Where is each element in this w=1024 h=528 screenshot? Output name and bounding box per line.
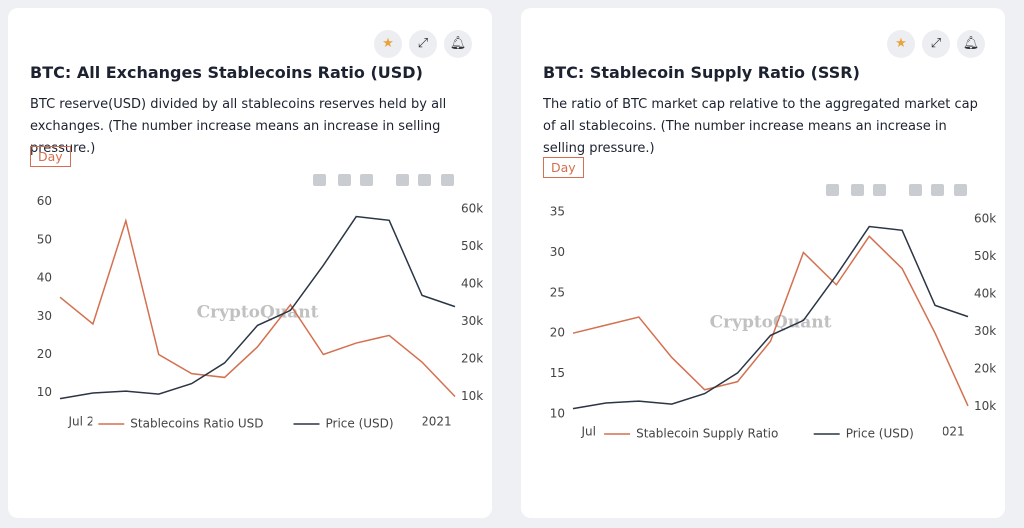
modebar-icon [931, 184, 944, 196]
y2-tick-label: 60k [974, 212, 996, 226]
y2-tick-label: 50k [461, 239, 483, 253]
series-line [572, 225, 969, 410]
card-icons: ★ ⤢ 🔔︎ [367, 30, 472, 58]
y-tick-label: 60 [37, 194, 52, 208]
favorite[interactable]: ★ [887, 30, 915, 58]
legend-bg [92, 413, 423, 433]
modebar-icon [954, 184, 967, 196]
legend: Stablecoins Ratio USD Price (USD) [92, 413, 423, 433]
y2-tick-label: 60k [461, 202, 483, 216]
modebar-icon [360, 174, 373, 186]
alert[interactable]: 🔔︎ [444, 30, 472, 58]
alert[interactable]: 🔔︎ [957, 30, 985, 58]
favorite[interactable]: ★ [374, 30, 402, 58]
y-tick-label: 20 [550, 326, 565, 340]
legend-label: Stablecoins Ratio USD [130, 417, 263, 431]
expand[interactable]: ⤢ [922, 30, 950, 58]
y-tick-label: 30 [37, 309, 52, 323]
watermark: CryptoQuant [710, 313, 832, 333]
modebar-icon [909, 184, 922, 196]
expand[interactable]: ⤢ [409, 30, 437, 58]
modebar-icon [313, 174, 326, 186]
y2-tick-label: 30k [461, 314, 483, 328]
modebar-icon [418, 174, 431, 186]
card-title: BTC: Stablecoin Supply Ratio (SSR) [543, 63, 860, 82]
card-title: BTC: All Exchanges Stablecoins Ratio (US… [30, 63, 423, 82]
modebar-icon [873, 184, 886, 196]
card-subtitle: BTC reserve(USD) divided by all stableco… [30, 97, 447, 156]
y-tick-label: 10 [550, 406, 565, 420]
y-tick-label: 40 [37, 271, 52, 285]
y-tick-label: 25 [550, 285, 565, 299]
y-tick-label: 10 [37, 385, 52, 399]
card: ★ ⤢ 🔔︎ BTC: Stablecoin Supply Ratio (SSR) … [521, 8, 1005, 518]
y2-tick-label: 50k [974, 249, 996, 263]
y2-tick-label: 20k [461, 352, 483, 366]
y-tick-label: 30 [550, 245, 565, 259]
y2-tick-label: 40k [974, 287, 996, 301]
modebar-icon [441, 174, 454, 186]
legend: Stablecoin Supply Ratio Price (USD) [598, 423, 943, 443]
modebar-icon [396, 174, 409, 186]
modebar-icon [851, 184, 864, 196]
legend-label: Price (USD) [846, 427, 914, 441]
y-tick-label: 15 [550, 366, 565, 380]
legend-label: Stablecoin Supply Ratio [636, 427, 778, 441]
card-icons: ★ ⤢ 🔔︎ [880, 30, 985, 58]
card: ★ ⤢ 🔔︎ BTC: All Exchanges Stablecoins Rati… [8, 8, 492, 518]
series-line [59, 217, 456, 398]
y2-tick-label: 10k [974, 399, 996, 413]
y2-tick-label: 30k [974, 324, 996, 338]
modebar-icon [826, 184, 839, 196]
y2-tick-label: 20k [974, 362, 996, 376]
modebar-icon [338, 174, 351, 186]
series-line [59, 215, 456, 400]
y-tick-label: 20 [37, 347, 52, 361]
series-line [572, 235, 969, 407]
legend-bg [598, 423, 943, 443]
y-tick-label: 50 [37, 232, 52, 246]
legend-label: Price (USD) [326, 417, 394, 431]
y2-tick-label: 10k [461, 389, 483, 403]
interval-button[interactable]: Day [543, 157, 584, 178]
card-subtitle: The ratio of BTC market cap relative to … [543, 97, 978, 156]
y-tick-label: 35 [550, 205, 565, 219]
y2-tick-label: 40k [461, 277, 483, 291]
interval-button[interactable]: Day [30, 146, 71, 167]
